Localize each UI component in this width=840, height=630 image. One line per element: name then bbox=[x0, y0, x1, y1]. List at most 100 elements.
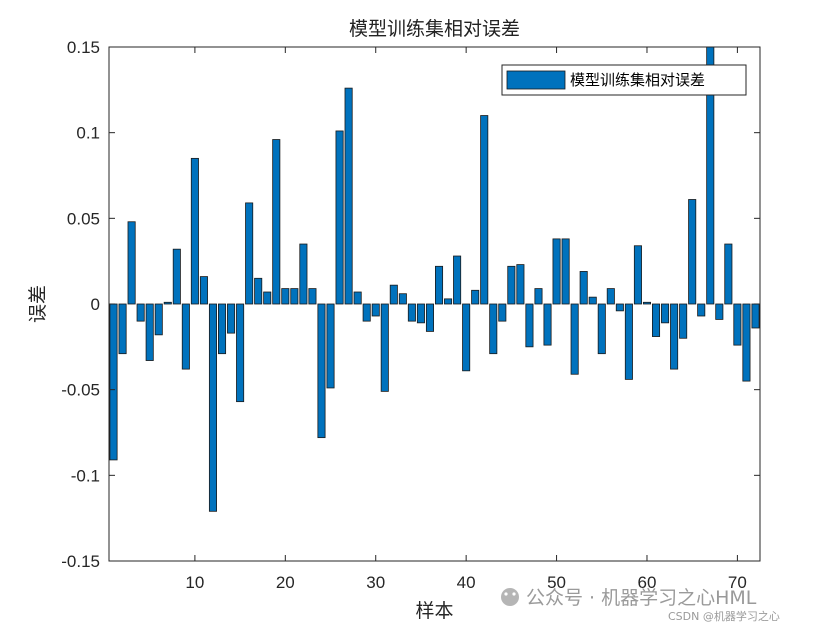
y-tick-label: -0.05 bbox=[61, 381, 100, 400]
bar-sample-12 bbox=[208, 303, 217, 512]
watermark-csdn-text: CSDN @机器学习之心 bbox=[668, 609, 780, 623]
bar-sample-63 bbox=[670, 303, 679, 370]
y-tick-label: 0.1 bbox=[76, 124, 100, 143]
bar-sample-71 bbox=[742, 303, 751, 382]
bar-sample-65 bbox=[688, 199, 697, 305]
bar-sample-8 bbox=[172, 248, 181, 305]
bar-sample-35 bbox=[416, 303, 425, 324]
bar-sample-62 bbox=[661, 303, 670, 324]
bar-sample-16 bbox=[245, 202, 254, 305]
bar-sample-10 bbox=[190, 157, 199, 305]
bar-sample-51 bbox=[561, 238, 570, 305]
x-tick-label: 30 bbox=[366, 573, 385, 592]
bar-sample-45 bbox=[507, 265, 516, 305]
bar-sample-43 bbox=[489, 303, 498, 355]
bar-sample-66 bbox=[697, 303, 706, 317]
x-tick-label: 20 bbox=[276, 573, 295, 592]
x-tick-label: 40 bbox=[457, 573, 476, 592]
bar-sample-46 bbox=[516, 264, 525, 305]
bar-sample-57 bbox=[615, 303, 624, 312]
bar-sample-28 bbox=[353, 291, 362, 305]
bar-sample-31 bbox=[380, 303, 389, 392]
bar-sample-60 bbox=[642, 301, 651, 305]
legend-label: 模型训练集相对误差 bbox=[570, 71, 705, 89]
bar-sample-68 bbox=[715, 303, 724, 320]
bar-sample-48 bbox=[534, 288, 543, 305]
bar-sample-18 bbox=[263, 291, 272, 305]
bar-sample-22 bbox=[299, 243, 308, 305]
legend-swatch bbox=[506, 70, 566, 90]
bar-sample-59 bbox=[633, 245, 642, 305]
y-axis-ticks: -0.15 -0.1 -0.05 0 0.05 0.1 0.15 bbox=[61, 38, 760, 571]
bar-sample-47 bbox=[525, 303, 534, 348]
bar-sample-61 bbox=[652, 303, 661, 337]
bar-sample-40 bbox=[462, 303, 471, 372]
bar-sample-2 bbox=[118, 303, 127, 355]
legend: 模型训练集相对误差 bbox=[501, 64, 747, 96]
bar-sample-50 bbox=[552, 238, 561, 305]
bar-sample-69 bbox=[724, 243, 733, 305]
y-tick-label: -0.1 bbox=[71, 466, 100, 485]
bar-sample-52 bbox=[570, 303, 579, 375]
bar-sample-15 bbox=[236, 303, 245, 403]
x-tick-label: 60 bbox=[638, 573, 657, 592]
bar-sample-14 bbox=[227, 303, 236, 334]
x-tick-label: 70 bbox=[728, 573, 747, 592]
bar-sample-72 bbox=[751, 303, 760, 329]
y-tick-label: 0.15 bbox=[67, 38, 100, 57]
bar-sample-53 bbox=[579, 271, 588, 305]
bar-sample-39 bbox=[453, 255, 462, 305]
chart-title: 模型训练集相对误差 bbox=[349, 18, 520, 40]
bar-sample-4 bbox=[136, 303, 145, 322]
watermark-wechat-text: 公众号 · 机器学习之心HML bbox=[526, 587, 757, 609]
bar-sample-5 bbox=[145, 303, 154, 361]
bar-sample-17 bbox=[254, 277, 263, 305]
bar-sample-13 bbox=[218, 303, 227, 355]
bar-sample-26 bbox=[335, 130, 344, 305]
bar-sample-41 bbox=[471, 289, 480, 305]
bar-sample-58 bbox=[624, 303, 633, 380]
bar-sample-1 bbox=[109, 303, 118, 461]
bar-series bbox=[109, 46, 760, 512]
bar-sample-11 bbox=[199, 276, 208, 305]
bar-sample-19 bbox=[272, 139, 281, 305]
x-axis-ticks: 10 20 30 40 50 60 70 bbox=[185, 47, 747, 592]
plot-area-frame bbox=[108, 46, 761, 562]
bar-sample-54 bbox=[588, 296, 597, 305]
bar-sample-21 bbox=[290, 288, 299, 305]
bar-sample-44 bbox=[498, 303, 507, 322]
bar-sample-49 bbox=[543, 303, 552, 346]
wechat-icon bbox=[501, 588, 519, 606]
y-axis-label: 误差 bbox=[27, 285, 49, 323]
bar-sample-55 bbox=[597, 303, 606, 355]
bar-sample-23 bbox=[308, 288, 317, 305]
x-tick-label: 50 bbox=[547, 573, 566, 592]
bar-sample-20 bbox=[281, 288, 290, 305]
bar-sample-29 bbox=[362, 303, 371, 322]
bar-sample-24 bbox=[317, 303, 326, 439]
bar-sample-9 bbox=[181, 303, 190, 370]
bar-sample-64 bbox=[679, 303, 688, 339]
bar-sample-42 bbox=[480, 115, 489, 305]
y-tick-label: -0.15 bbox=[61, 552, 100, 571]
y-tick-label: 0.05 bbox=[67, 209, 100, 228]
bar-sample-38 bbox=[444, 298, 453, 305]
bar-sample-33 bbox=[398, 293, 407, 305]
bar-sample-36 bbox=[425, 303, 434, 332]
bar-sample-34 bbox=[407, 303, 416, 322]
bar-sample-56 bbox=[606, 288, 615, 305]
bar-sample-27 bbox=[344, 87, 353, 305]
bar-sample-70 bbox=[733, 303, 742, 346]
bar-sample-25 bbox=[326, 303, 335, 389]
x-tick-label: 10 bbox=[185, 573, 204, 592]
x-axis-label: 样本 bbox=[415, 600, 453, 622]
bar-sample-30 bbox=[371, 303, 380, 317]
bar-sample-32 bbox=[389, 284, 398, 305]
bar-sample-7 bbox=[163, 301, 172, 305]
y-tick-label: 0 bbox=[91, 295, 100, 314]
bar-sample-37 bbox=[435, 265, 444, 305]
bar-sample-6 bbox=[154, 303, 163, 336]
bar-sample-3 bbox=[127, 221, 136, 305]
watermark: 公众号 · 机器学习之心HML CSDN @机器学习之心 bbox=[501, 587, 780, 623]
